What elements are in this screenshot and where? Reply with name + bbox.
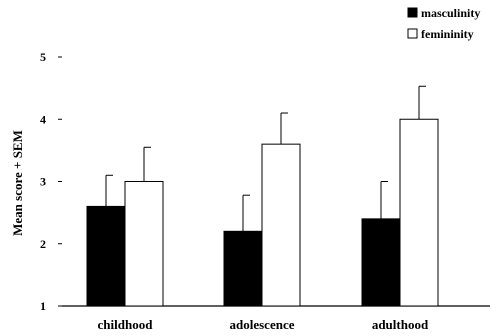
x-tick-label: adolescence — [230, 317, 295, 332]
legend-swatch-femininity — [407, 28, 418, 39]
y-tick-label: 3 — [40, 175, 46, 189]
bar-femininity-childhood — [124, 181, 164, 307]
legend-label-femininity: femininity — [421, 27, 474, 41]
error-bars — [105, 85, 426, 232]
y-tick-label: 5 — [40, 50, 46, 64]
y-tick-label: 2 — [40, 237, 46, 251]
bar-femininity-adulthood — [399, 118, 439, 307]
y-tick-label: 1 — [40, 299, 46, 313]
bar-masculinity-childhood — [86, 205, 126, 307]
x-tick-label: adulthood — [372, 317, 429, 332]
x-tick-label: childhood — [98, 317, 154, 332]
bars — [86, 118, 439, 307]
bar-femininity-adolescence — [261, 143, 301, 307]
bar-masculinity-adulthood — [361, 218, 401, 307]
bar-masculinity-adolescence — [223, 230, 263, 307]
y-axis-label: Mean score + SEM — [10, 130, 25, 236]
tick-labels: 1 2 3 4 5 childhood adolescence adulthood — [40, 50, 429, 332]
legend-label-masculinity: masculinity — [421, 6, 480, 20]
y-tick-label: 4 — [40, 112, 46, 126]
legend-swatch-masculinity — [407, 7, 418, 18]
legend: masculinity femininity — [407, 6, 480, 41]
